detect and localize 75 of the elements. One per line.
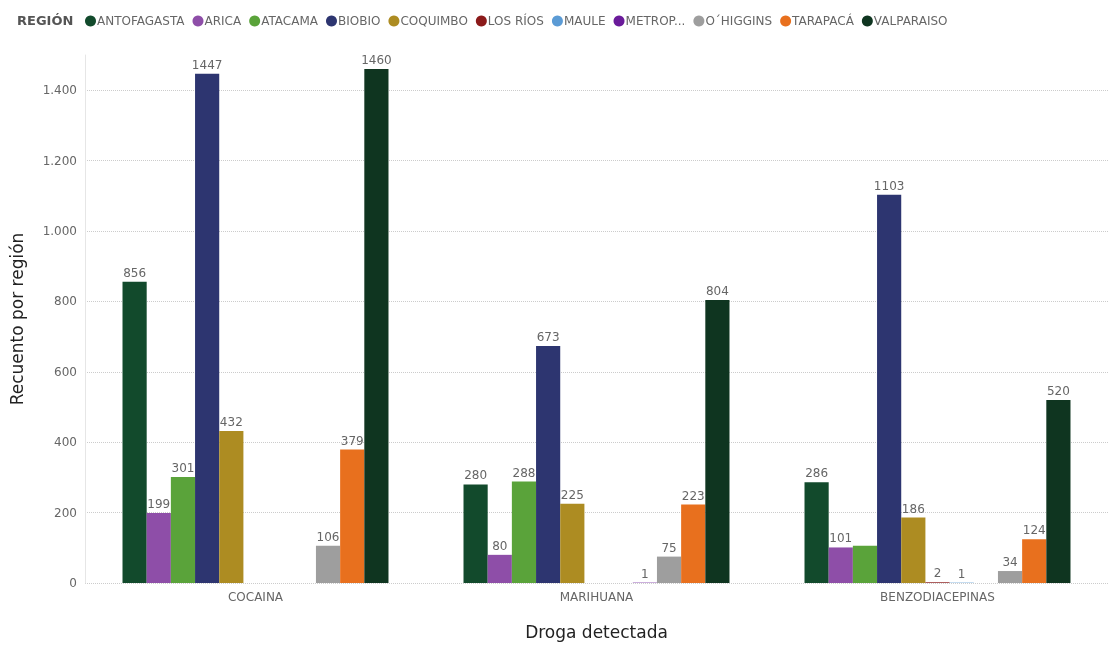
bar — [195, 73, 220, 583]
bar — [315, 545, 341, 583]
y-tick-label: 1.000 — [42, 224, 77, 238]
data-label: 75 — [661, 540, 677, 555]
legend-label: VALPARAISO — [873, 14, 948, 28]
legend-label: TARAPACÁ — [791, 13, 855, 28]
data-label: 379 — [340, 433, 364, 448]
bar — [487, 554, 512, 583]
legend-label: ARICA — [204, 14, 242, 28]
data-label: 101 — [829, 531, 853, 546]
data-label: 2 — [933, 566, 942, 581]
data-label: 80 — [492, 538, 508, 553]
bar — [511, 481, 537, 583]
y-tick-label: 600 — [54, 364, 77, 379]
data-label: 186 — [901, 501, 925, 516]
data-label: 1 — [641, 566, 649, 581]
data-label: 1460 — [361, 53, 392, 68]
data-label: 106 — [316, 529, 340, 544]
legend-label: MAULE — [563, 14, 606, 28]
data-label: 520 — [1046, 383, 1070, 398]
bar — [705, 299, 730, 583]
bar — [170, 477, 196, 583]
y-axis-title: Recuento por región — [6, 232, 27, 406]
legend-label: BIOBIO — [337, 14, 381, 28]
legend-label: LOS RÍOS — [487, 13, 544, 28]
y-tick-label: 400 — [54, 435, 77, 450]
data-label: 804 — [705, 283, 729, 298]
x-axis-title: Droga detectada — [525, 621, 668, 642]
bar — [219, 430, 244, 583]
data-label: 223 — [681, 488, 705, 503]
data-label: 673 — [536, 330, 560, 345]
data-label: 34 — [1002, 555, 1018, 570]
x-tick-label: MARIHUANA — [559, 590, 635, 604]
bar — [877, 194, 902, 583]
bar — [681, 504, 706, 583]
bar — [1046, 399, 1071, 583]
data-label: 225 — [560, 487, 584, 502]
data-label: 1447 — [191, 57, 223, 72]
data-label: 280 — [464, 468, 488, 483]
legend-label: COQUIMBO — [400, 14, 468, 28]
bar — [146, 512, 171, 583]
bar — [828, 547, 853, 583]
data-label: 856 — [123, 265, 147, 280]
bar — [463, 484, 488, 583]
y-tick-label: 1.200 — [42, 153, 77, 168]
bar — [997, 571, 1023, 583]
data-label: 199 — [147, 496, 171, 511]
bar — [340, 449, 365, 583]
y-tick-label: 200 — [54, 505, 77, 520]
data-label: 1 — [957, 566, 966, 581]
data-label: 432 — [219, 414, 243, 429]
legend-label: O´HIGGINS — [705, 14, 773, 28]
bar — [1022, 539, 1047, 583]
data-label: 1103 — [873, 178, 905, 193]
data-label: 301 — [171, 461, 195, 476]
bar — [901, 517, 926, 583]
bar — [364, 69, 389, 583]
y-tick-label: 1.400 — [42, 83, 77, 98]
bar — [560, 503, 585, 583]
bar — [656, 556, 682, 583]
bar — [122, 281, 147, 583]
data-label: 286 — [805, 466, 829, 481]
data-label: 124 — [1022, 523, 1046, 538]
bar — [804, 482, 829, 583]
bar — [852, 545, 878, 583]
x-tick-label: COCAINA — [227, 590, 284, 604]
bar — [536, 346, 561, 583]
data-label: 288 — [512, 465, 536, 480]
legend-label: ATACAMA — [261, 14, 319, 28]
legend-label: METROP... — [625, 14, 686, 28]
y-tick-label: 0 — [69, 576, 77, 590]
legend-title: REGIÓN — [17, 13, 74, 28]
y-tick-label: 800 — [54, 294, 77, 309]
legend-label: ANTOFAGASTA — [97, 14, 186, 28]
x-tick-label: BENZODIACEPINAS — [880, 590, 995, 604]
